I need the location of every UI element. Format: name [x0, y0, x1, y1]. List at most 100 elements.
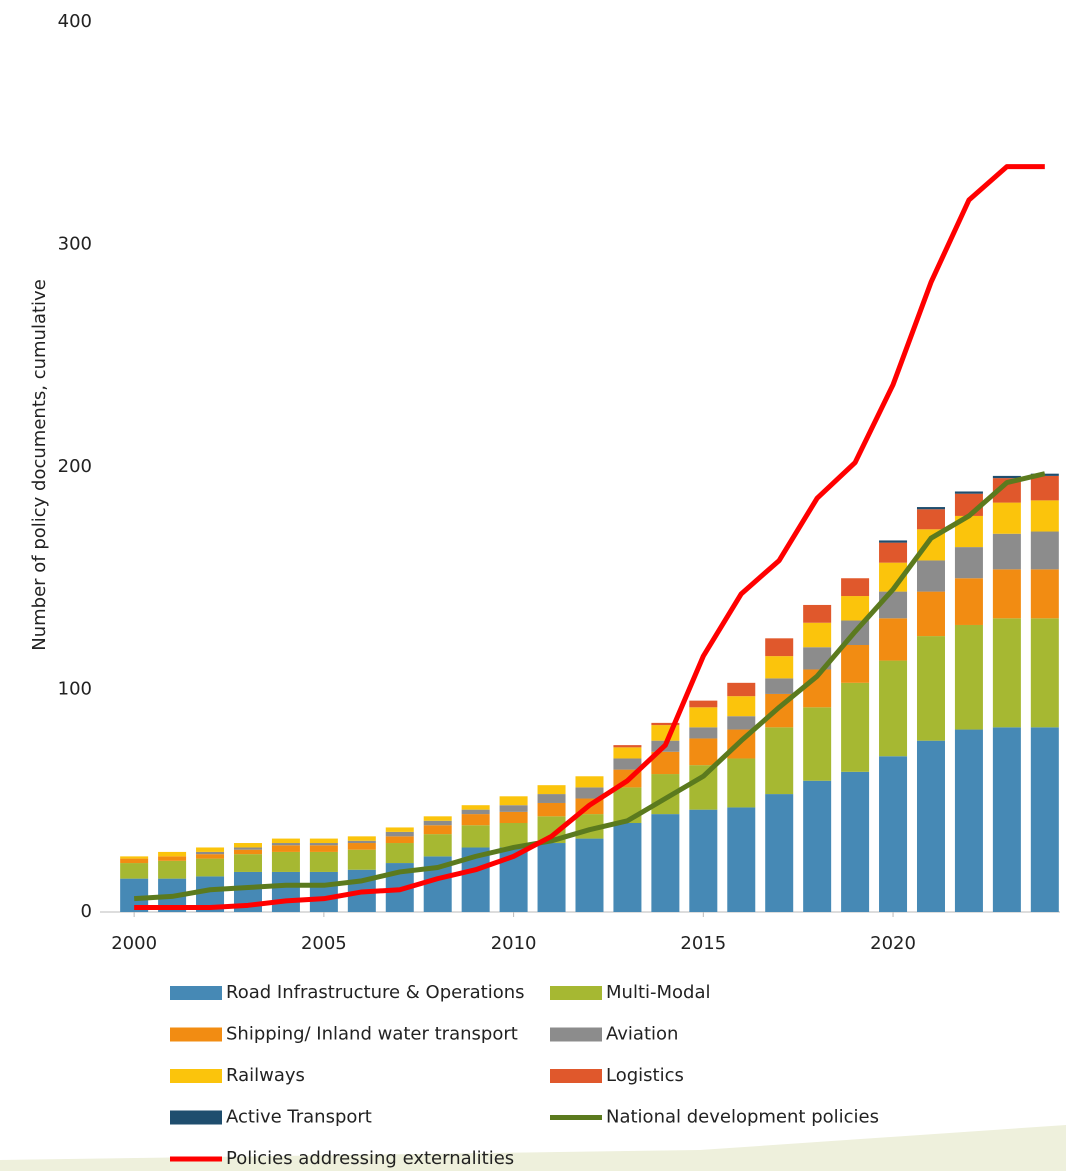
bar-segment [385, 827, 414, 832]
bar-segment [120, 863, 149, 879]
bar-segment [196, 858, 225, 877]
bar-segment [1030, 727, 1059, 912]
bar-segment [613, 758, 642, 770]
bar-segment [689, 700, 718, 708]
line [134, 164, 1045, 911]
x-tick-label: 2010 [491, 933, 537, 954]
bar-segment [271, 851, 300, 872]
bar-segment [461, 825, 490, 848]
bar-segment [916, 507, 945, 510]
bar-segment [613, 823, 642, 912]
bar-segment [879, 540, 908, 543]
bar-segment [879, 756, 908, 912]
bar-segment [1030, 618, 1059, 728]
bar-segment [689, 738, 718, 766]
legend-label: Shipping/ Inland water transport [226, 1024, 518, 1045]
bar-segment [537, 802, 566, 817]
legend-swatch [170, 1069, 222, 1083]
bar-segment [803, 622, 832, 648]
bar-segment [841, 645, 870, 683]
legend-label: Policies addressing externalities [226, 1148, 514, 1169]
y-tick-label: 300 [58, 234, 92, 255]
bar-segment [347, 849, 376, 870]
bar-segment [158, 851, 187, 857]
bar-segment [954, 624, 983, 730]
bar-segment [954, 578, 983, 625]
bar-segment [992, 502, 1021, 534]
bar-segment [954, 547, 983, 579]
bar-segment [309, 843, 338, 846]
legend-label: Active Transport [226, 1107, 372, 1128]
bar-segment [233, 849, 262, 855]
legend-label: Road Infrastructure & Operations [226, 982, 525, 1003]
bar-segment [992, 618, 1021, 728]
bar-segment [613, 745, 642, 748]
bar-segment [651, 814, 680, 912]
bar-segment [879, 618, 908, 661]
y-axis-label: Number of policy documents, cumulative [29, 279, 50, 651]
bar-segment [803, 707, 832, 781]
bar-segment [689, 727, 718, 739]
bar-segment [765, 656, 794, 679]
bar-segment [613, 747, 642, 759]
bar-segment [537, 794, 566, 803]
bar-segment [689, 707, 718, 728]
bar-segment [765, 638, 794, 657]
bar-segment [916, 560, 945, 592]
bar-segment [803, 780, 832, 912]
bar-segment [120, 858, 149, 864]
bar-segment [1030, 475, 1059, 501]
bar-segment [916, 509, 945, 530]
bar-segment [651, 722, 680, 726]
bar-segment [461, 809, 490, 815]
x-tick-label: 2015 [680, 933, 726, 954]
legend-swatch [550, 1069, 602, 1083]
bar-segment [803, 604, 832, 623]
bar-segment [727, 716, 756, 730]
bar-segment [537, 785, 566, 795]
bar-segment [196, 854, 225, 859]
bar-segment [309, 871, 338, 912]
bar-segment [423, 820, 452, 826]
bar-segment [499, 796, 528, 806]
bar-segment [385, 831, 414, 837]
bar-segment [916, 591, 945, 637]
y-tick-label: 200 [58, 456, 92, 477]
bar-segment [499, 805, 528, 812]
bar-segment [423, 816, 452, 821]
bar-segment [879, 542, 908, 563]
legend-swatch [550, 1027, 602, 1042]
bar-segment [309, 838, 338, 844]
bar-segment [727, 807, 756, 912]
bar-segment [765, 794, 794, 912]
bar-segment [841, 578, 870, 597]
y-tick-label: 100 [58, 679, 92, 700]
bar-segment [499, 811, 528, 823]
bar-segment [347, 843, 376, 850]
bar-segment [727, 696, 756, 717]
legend-swatch [170, 986, 222, 1000]
bar-segment [954, 491, 983, 494]
bar-segment [992, 727, 1021, 912]
bar-segment [689, 809, 718, 912]
bar-segment [1030, 500, 1059, 532]
bar-segment [461, 814, 490, 826]
bar-segment [954, 729, 983, 912]
bar-segment [651, 751, 680, 775]
bar-segment [461, 805, 490, 810]
legend-label: Railways [226, 1065, 305, 1086]
bar-segment [233, 854, 262, 872]
bar-segment [765, 678, 794, 694]
bar-segment [271, 845, 300, 852]
bar-segment [233, 847, 262, 850]
bar-segment [309, 845, 338, 852]
bar-segment [803, 647, 832, 670]
line [134, 471, 1046, 902]
bar-segment [575, 838, 604, 912]
bar-segment [841, 596, 870, 621]
bar-segment [992, 569, 1021, 619]
bar-segment [765, 727, 794, 795]
bar-segment [992, 475, 1021, 479]
background-band [0, 1125, 1066, 1171]
